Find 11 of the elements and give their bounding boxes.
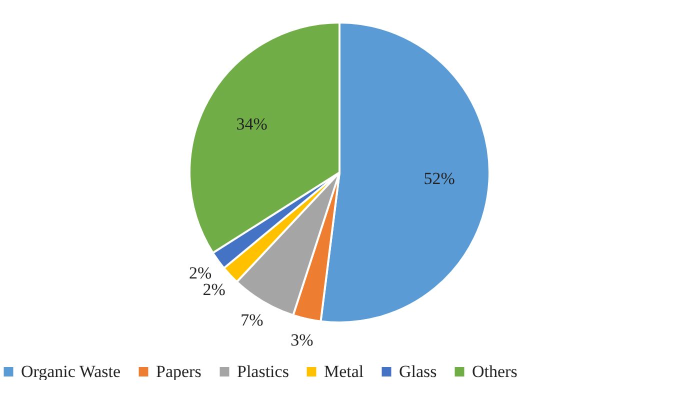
legend-label: Plastics <box>237 362 289 381</box>
legend-label: Metal <box>324 362 364 381</box>
data-label: 7% <box>240 310 264 330</box>
data-label: 34% <box>236 114 268 134</box>
data-label: 3% <box>290 330 314 350</box>
legend-label: Glass <box>399 362 437 381</box>
data-label: 2% <box>202 280 226 300</box>
legend-label: Papers <box>156 362 202 381</box>
data-label: 2% <box>189 264 212 283</box>
data-label: 52% <box>424 168 455 188</box>
legend-label: Others <box>472 362 518 381</box>
